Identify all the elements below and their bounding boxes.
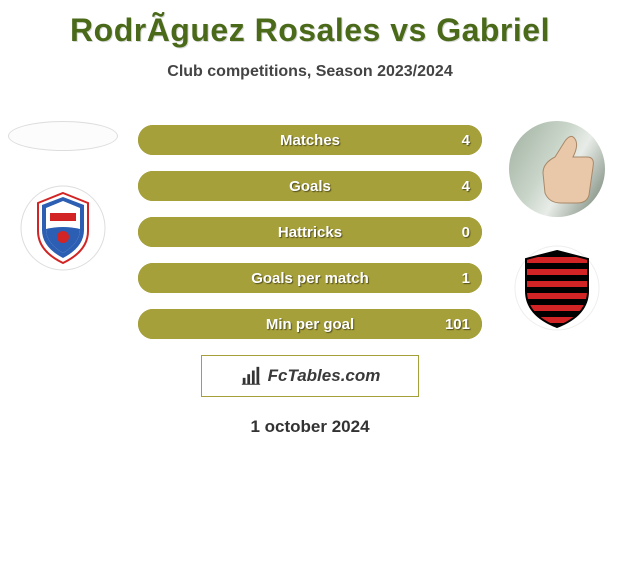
- date-label: 1 october 2024: [0, 417, 620, 437]
- content-area: Matches4Goals4Hattricks0Goals per match1…: [0, 121, 620, 437]
- stat-row: Goals4: [138, 171, 482, 201]
- bahia-badge-icon: [20, 185, 106, 271]
- stat-row: Goals per match1: [138, 263, 482, 293]
- left-column: [8, 121, 118, 271]
- stat-value-right: 0: [462, 217, 470, 247]
- comparison-card: RodrÃ­guez Rosales vs Gabriel Club compe…: [0, 0, 620, 580]
- branding-text: FcTables.com: [268, 366, 381, 386]
- stat-label: Goals: [138, 171, 482, 201]
- stats-bars: Matches4Goals4Hattricks0Goals per match1…: [138, 121, 482, 339]
- right-column: [502, 121, 612, 331]
- stat-label: Hattricks: [138, 217, 482, 247]
- stat-row: Hattricks0: [138, 217, 482, 247]
- stat-label: Matches: [138, 125, 482, 155]
- left-club-badge: [20, 185, 106, 271]
- stat-row: Matches4: [138, 125, 482, 155]
- stat-row: Min per goal101: [138, 309, 482, 339]
- branding-box[interactable]: FcTables.com: [201, 355, 419, 397]
- right-club-badge: [514, 245, 600, 331]
- page-subtitle: Club competitions, Season 2023/2024: [0, 63, 620, 81]
- left-player-avatar: [8, 121, 118, 151]
- flamengo-badge-icon: [514, 245, 600, 331]
- stat-label: Min per goal: [138, 309, 482, 339]
- stat-label: Goals per match: [138, 263, 482, 293]
- thumb-icon: [509, 121, 605, 217]
- chart-icon: [240, 365, 262, 387]
- page-title: RodrÃ­guez Rosales vs Gabriel: [0, 0, 620, 49]
- stat-value-right: 1: [462, 263, 470, 293]
- right-player-avatar: [509, 121, 605, 217]
- stat-value-right: 4: [462, 125, 470, 155]
- stat-value-right: 101: [445, 309, 470, 339]
- stat-value-right: 4: [462, 171, 470, 201]
